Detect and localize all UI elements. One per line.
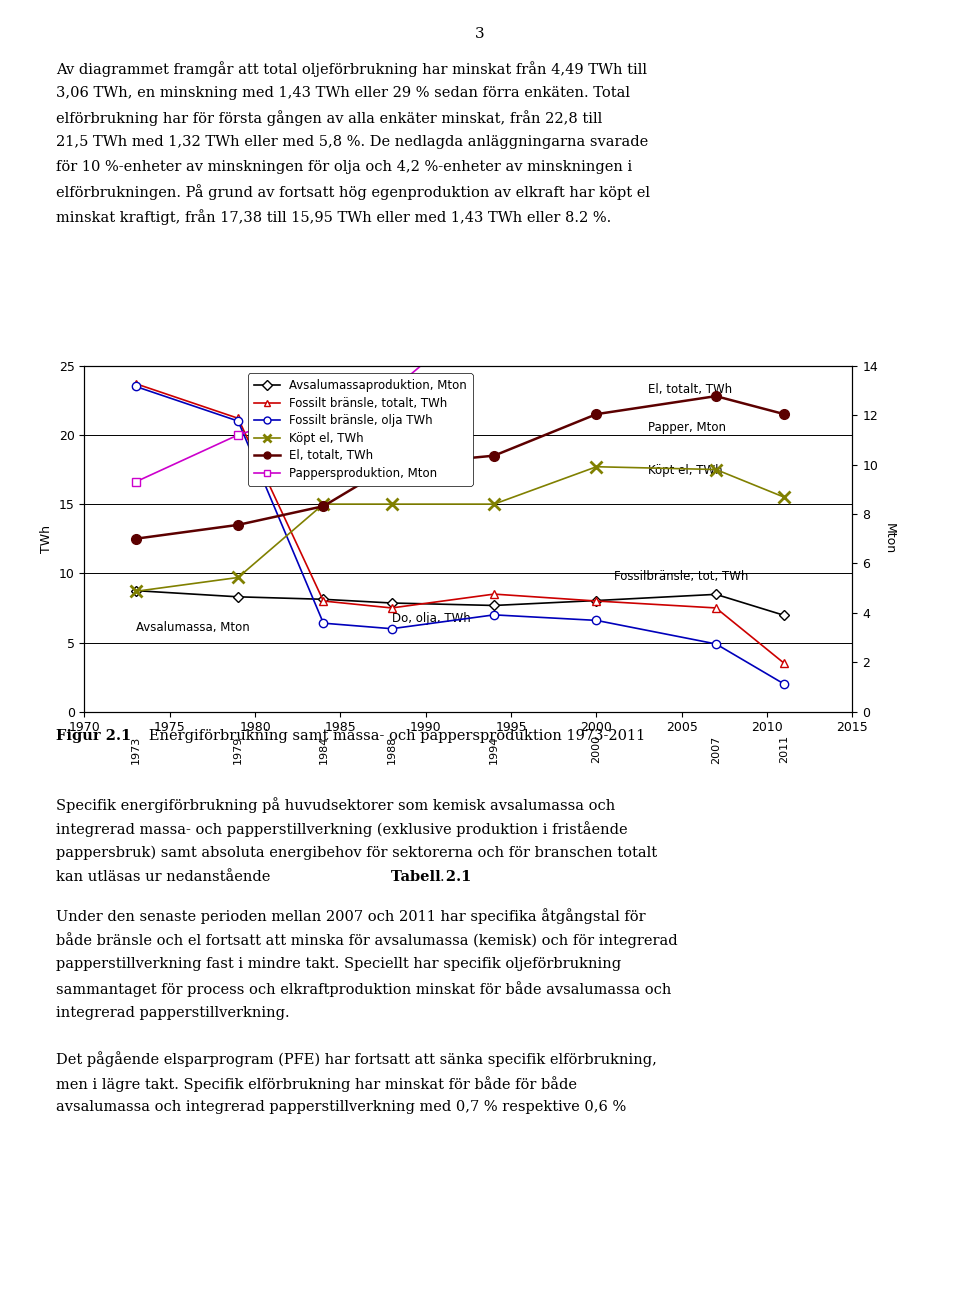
Text: Figur 2.1   Energiförbrukning samt massa- och pappersproduktion 1973-2011: Figur 2.1 Energiförbrukning samt massa- … — [56, 729, 635, 743]
Text: 1973: 1973 — [131, 735, 141, 764]
Y-axis label: TWh: TWh — [40, 525, 54, 552]
Text: .: . — [440, 870, 444, 884]
Text: Do, olja, TWh: Do, olja, TWh — [392, 611, 470, 624]
Text: 1994: 1994 — [489, 735, 499, 764]
Text: El, totalt, TWh: El, totalt, TWh — [648, 384, 732, 396]
Text: integrerad papperstillverkning.: integrerad papperstillverkning. — [56, 1006, 289, 1020]
Text: både bränsle och el fortsatt att minska för avsalumassa (kemisk) och för integre: både bränsle och el fortsatt att minska … — [56, 932, 678, 948]
Text: sammantaget för process och elkraftproduktion minskat för både avsalumassa och: sammantaget för process och elkraftprodu… — [56, 981, 671, 998]
Text: kan utläsas ur nedanstående: kan utläsas ur nedanstående — [56, 870, 275, 884]
Text: pappersbruk) samt absoluta energibehov för sektorerna och för branschen totalt: pappersbruk) samt absoluta energibehov f… — [56, 846, 657, 861]
Text: 21,5 TWh med 1,32 TWh eller med 5,8 %. De nedlagda anläggningarna svarade: 21,5 TWh med 1,32 TWh eller med 5,8 %. D… — [56, 135, 648, 149]
Text: Energiförbrukning samt massa- och pappersproduktion 1973-2011: Energiförbrukning samt massa- och papper… — [135, 729, 646, 743]
Text: elförbrukningen. På grund av fortsatt hög egenproduktion av elkraft har köpt el: elförbrukningen. På grund av fortsatt hö… — [56, 184, 650, 200]
Text: Specifik energiförbrukning på huvudsektorer som kemisk avsalumassa och: Specifik energiförbrukning på huvudsekto… — [56, 797, 615, 812]
Text: 3: 3 — [475, 26, 485, 40]
Text: Papper, Mton: Papper, Mton — [648, 421, 726, 434]
Text: 2011: 2011 — [780, 735, 789, 764]
Text: 1979: 1979 — [233, 735, 243, 764]
Text: Figur 2.1: Figur 2.1 — [56, 729, 131, 743]
Text: 2000: 2000 — [591, 735, 602, 764]
Text: papperstillverkning fast i mindre takt. Speciellt har specifik oljeförbrukning: papperstillverkning fast i mindre takt. … — [56, 957, 621, 970]
Text: avsalumassa och integrerad papperstillverkning med 0,7 % respektive 0,6 %: avsalumassa och integrerad papperstillve… — [56, 1101, 626, 1114]
Text: Det pågående elsparprogram (PFE) har fortsatt att sänka specifik elförbrukning,: Det pågående elsparprogram (PFE) har for… — [56, 1051, 657, 1067]
Text: 1984: 1984 — [319, 735, 328, 764]
Text: elförbrukning har för första gången av alla enkäter minskat, från 22,8 till: elförbrukning har för första gången av a… — [56, 111, 602, 127]
Text: minskat kraftigt, från 17,38 till 15,95 TWh eller med 1,43 TWh eller 8.2 %.: minskat kraftigt, från 17,38 till 15,95 … — [56, 209, 611, 225]
Text: integrerad massa- och papperstillverkning (exklusive produktion i fristående: integrerad massa- och papperstillverknin… — [56, 821, 627, 837]
Text: Avsalumassa, Mton: Avsalumassa, Mton — [135, 622, 250, 635]
Text: 2007: 2007 — [711, 735, 721, 764]
Text: Fossilbränsle, tot, TWh: Fossilbränsle, tot, TWh — [613, 571, 748, 584]
Text: 3,06 TWh, en minskning med 1,43 TWh eller 29 % sedan förra enkäten. Total: 3,06 TWh, en minskning med 1,43 TWh elle… — [56, 86, 630, 101]
Text: men i lägre takt. Specifik elförbrukning har minskat för både för både: men i lägre takt. Specifik elförbrukning… — [56, 1076, 577, 1092]
Text: för 10 %-enheter av minskningen för olja och 4,2 %-enheter av minskningen i: för 10 %-enheter av minskningen för olja… — [56, 159, 632, 174]
Y-axis label: Mton: Mton — [883, 524, 896, 554]
Legend: Avsalumassaproduktion, Mton, Fossilt bränsle, totalt, TWh, Fossilt bränsle, olja: Avsalumassaproduktion, Mton, Fossilt brä… — [248, 374, 472, 486]
Text: Under den senaste perioden mellan 2007 och 2011 har specifika åtgångstal för: Under den senaste perioden mellan 2007 o… — [56, 908, 645, 923]
Text: 1988: 1988 — [387, 735, 396, 764]
Text: Av diagrammet framgår att total oljeförbrukning har minskat från 4,49 TWh till: Av diagrammet framgår att total oljeförb… — [56, 61, 647, 77]
Text: Tabell 2.1: Tabell 2.1 — [391, 870, 471, 884]
Text: Köpt el, TWh: Köpt el, TWh — [648, 464, 722, 477]
